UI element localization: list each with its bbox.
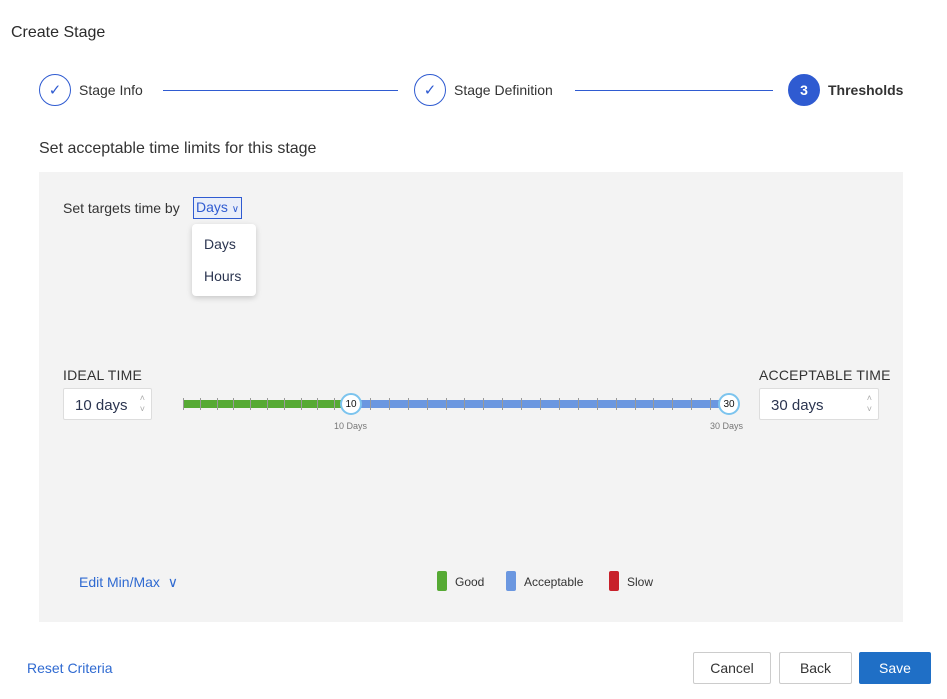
ideal-time-value: 10 days [75, 397, 128, 414]
edit-min-max-label: Edit Min/Max [79, 574, 160, 590]
menu-item-days[interactable]: Days [204, 236, 236, 252]
slider-tick [370, 398, 371, 410]
menu-item-hours[interactable]: Hours [204, 268, 242, 284]
slider-tick [559, 398, 560, 410]
legend-good: Good [455, 575, 485, 589]
slider-tick [200, 398, 201, 410]
section-subtitle: Set acceptable time limits for this stag… [39, 140, 317, 157]
unit-selector-value: Days [196, 199, 228, 215]
reset-criteria-link[interactable]: Reset Criteria [27, 660, 113, 676]
cancel-button[interactable]: Cancel [693, 652, 771, 684]
slider-tick [597, 398, 598, 410]
slider-tick [217, 398, 218, 410]
acceptable-handle[interactable]: 30 [718, 393, 740, 415]
legend-acceptable: Acceptable [524, 575, 584, 589]
slider-tick [653, 398, 654, 410]
slider-tick [183, 398, 184, 410]
acceptable-time-value: 30 days [771, 397, 824, 414]
step-stage-definition[interactable]: Stage Definition [454, 82, 553, 98]
slider-tick [578, 398, 579, 410]
unit-dropdown-menu: Days Hours [192, 224, 256, 296]
edit-min-max-button[interactable]: Edit Min/Max ∨ [79, 574, 178, 591]
unit-selector-label: Set targets time by [63, 200, 180, 216]
legend-swatch-acceptable [506, 571, 516, 591]
slider-tick [616, 398, 617, 410]
step-number: 3 [788, 74, 820, 106]
slider-tick [483, 398, 484, 410]
check-icon: ✓ [39, 74, 71, 106]
back-button[interactable]: Back [779, 652, 852, 684]
legend-slow: Slow [627, 575, 654, 589]
ideal-handle-label: 10 Days [334, 421, 368, 431]
spinner-icon[interactable]: ˄ ˅ [866, 393, 872, 414]
save-button[interactable]: Save [859, 652, 931, 684]
acceptable-handle-label: 30 Days [710, 421, 744, 431]
acceptable-time-label: ACCEPTABLE TIME [759, 367, 891, 383]
step-thresholds[interactable]: Thresholds [828, 82, 904, 98]
slider-tick [233, 398, 234, 410]
slider-tick [540, 398, 541, 410]
page-title: Create Stage [11, 24, 106, 41]
acceptable-time-input[interactable]: 30 days ˄ ˅ [759, 388, 879, 420]
step-stage-info[interactable]: Stage Info [79, 82, 143, 98]
slider-tick [710, 398, 711, 410]
check-icon: ✓ [414, 74, 446, 106]
slider-tick [317, 398, 318, 410]
slider-tick [250, 398, 251, 410]
chevron-down-icon: ∨ [167, 574, 178, 590]
slider-tick [389, 398, 390, 410]
slider-tick [408, 398, 409, 410]
spinner-icon[interactable]: ˄ ˅ [139, 393, 145, 414]
slider-tick [267, 398, 268, 410]
step-connector [575, 90, 773, 91]
slider-tick [334, 398, 335, 410]
slider-tick [301, 398, 302, 410]
slider-tick [464, 398, 465, 410]
slider-tick [672, 398, 673, 410]
slider-tick [427, 398, 428, 410]
slider-tick [521, 398, 522, 410]
legend-swatch-slow [609, 571, 619, 591]
slider-tick [635, 398, 636, 410]
unit-selector[interactable]: Days ∨ [193, 197, 243, 219]
slider-tick [446, 398, 447, 410]
ideal-time-label: IDEAL TIME [63, 367, 143, 383]
slider-tick [502, 398, 503, 410]
slider-tick [691, 398, 692, 410]
ideal-handle[interactable]: 10 [340, 393, 362, 415]
ideal-time-input[interactable]: 10 days ˄ ˅ [63, 388, 152, 420]
slider-tick [284, 398, 285, 410]
chevron-down-icon: ∨ [231, 204, 240, 215]
legend-swatch-good [437, 571, 447, 591]
step-connector [163, 90, 398, 91]
